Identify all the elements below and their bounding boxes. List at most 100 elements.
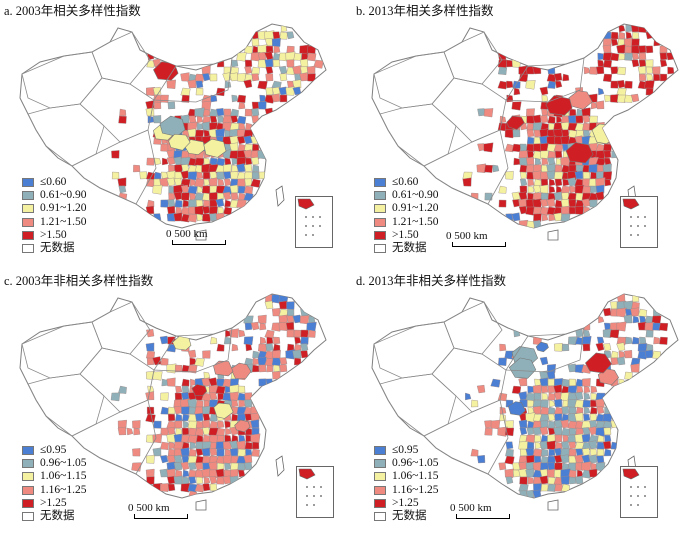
region-cell <box>568 448 577 457</box>
region-cell <box>548 185 556 194</box>
region-cell <box>553 72 563 82</box>
region-cell <box>187 213 198 223</box>
inset-island <box>637 495 639 497</box>
region-cell <box>505 441 514 450</box>
region-cell <box>554 136 563 145</box>
panel-title: a. 2003年相关多样性指数 <box>4 4 141 18</box>
inset-island <box>637 486 639 488</box>
legend-swatch <box>22 472 34 482</box>
region-cell <box>610 66 619 75</box>
region-cell <box>498 357 507 366</box>
province-boundary <box>153 57 233 103</box>
region-cell <box>145 342 155 352</box>
region-cell <box>154 101 162 110</box>
region-cell <box>160 143 169 152</box>
inset-island <box>313 504 315 506</box>
region-cell <box>533 392 542 401</box>
region-cell <box>637 350 648 360</box>
region-cell <box>582 448 591 457</box>
region-cell <box>596 455 605 464</box>
legend-item: 1.06~1.15 <box>22 470 86 483</box>
region-cell <box>588 468 598 478</box>
district-region <box>234 419 251 433</box>
region-cell <box>568 378 577 387</box>
region-cell <box>264 58 274 68</box>
region-cell <box>224 157 232 166</box>
region-cell <box>230 192 239 201</box>
region-cell <box>596 448 605 457</box>
region-cell <box>504 170 514 180</box>
region-cell <box>526 220 535 228</box>
inset-island <box>312 234 314 236</box>
region-cell <box>484 192 493 201</box>
region-cell <box>659 52 668 61</box>
region-cell <box>575 448 584 457</box>
region-cell <box>188 157 197 166</box>
region-cell <box>209 73 218 82</box>
inset-coast <box>298 468 316 480</box>
province-boundary <box>71 129 157 205</box>
region-cell <box>260 336 267 345</box>
district-region <box>191 384 208 397</box>
region-cell <box>118 185 127 194</box>
region-cell <box>188 448 197 457</box>
inset-island <box>630 495 632 497</box>
region-cell <box>202 434 211 443</box>
region-cell <box>180 434 191 444</box>
region-cell <box>602 440 612 450</box>
region-cell <box>652 66 661 75</box>
region-cell <box>286 59 295 68</box>
region-cell <box>237 185 246 194</box>
region-cell <box>527 476 535 485</box>
region-cell <box>603 343 612 352</box>
region-cell <box>603 31 612 40</box>
south-china-sea-inset <box>295 196 333 248</box>
scale-bar: 0 500 km <box>446 230 506 247</box>
region-cell <box>307 329 316 338</box>
region-cell <box>187 420 198 430</box>
region-cell <box>188 115 197 124</box>
region-cell <box>222 72 232 82</box>
inset-island <box>644 495 646 497</box>
region-cell <box>595 427 606 437</box>
region-cell <box>117 426 127 436</box>
legend-swatch <box>22 459 34 469</box>
region-cell <box>188 462 197 471</box>
region-cell <box>195 399 204 408</box>
region-cell <box>652 322 661 331</box>
region-cell <box>265 66 274 75</box>
region-cell <box>236 163 246 173</box>
south-china-sea-inset <box>620 196 658 248</box>
region-cell <box>534 434 542 443</box>
inset-island <box>313 486 315 488</box>
region-cells <box>110 294 317 498</box>
region-cell <box>272 59 281 68</box>
region-cell <box>293 52 302 61</box>
region-cell <box>625 336 633 345</box>
region-cell <box>194 107 205 118</box>
inset-island <box>637 225 639 227</box>
region-cell <box>174 164 183 173</box>
inset-island <box>320 495 322 497</box>
region-cell <box>582 164 591 173</box>
region-cell <box>187 434 198 444</box>
region-cell <box>166 156 176 166</box>
region-cell <box>632 31 640 40</box>
region-cell <box>582 343 591 352</box>
region-cell <box>562 343 570 352</box>
region-cell <box>266 336 274 345</box>
region-cell <box>471 399 479 408</box>
district-region <box>203 138 227 158</box>
legend-swatch <box>374 472 386 482</box>
region-cell <box>244 399 253 408</box>
region-cell <box>589 406 598 415</box>
region-cell <box>567 336 578 346</box>
region-cell <box>300 308 309 317</box>
region-cell <box>237 178 246 187</box>
region-cell <box>505 448 514 457</box>
island <box>195 229 207 241</box>
region-cell <box>195 87 204 96</box>
region-cell <box>513 87 521 96</box>
region-cell <box>567 420 578 430</box>
inset-coast <box>622 468 640 480</box>
